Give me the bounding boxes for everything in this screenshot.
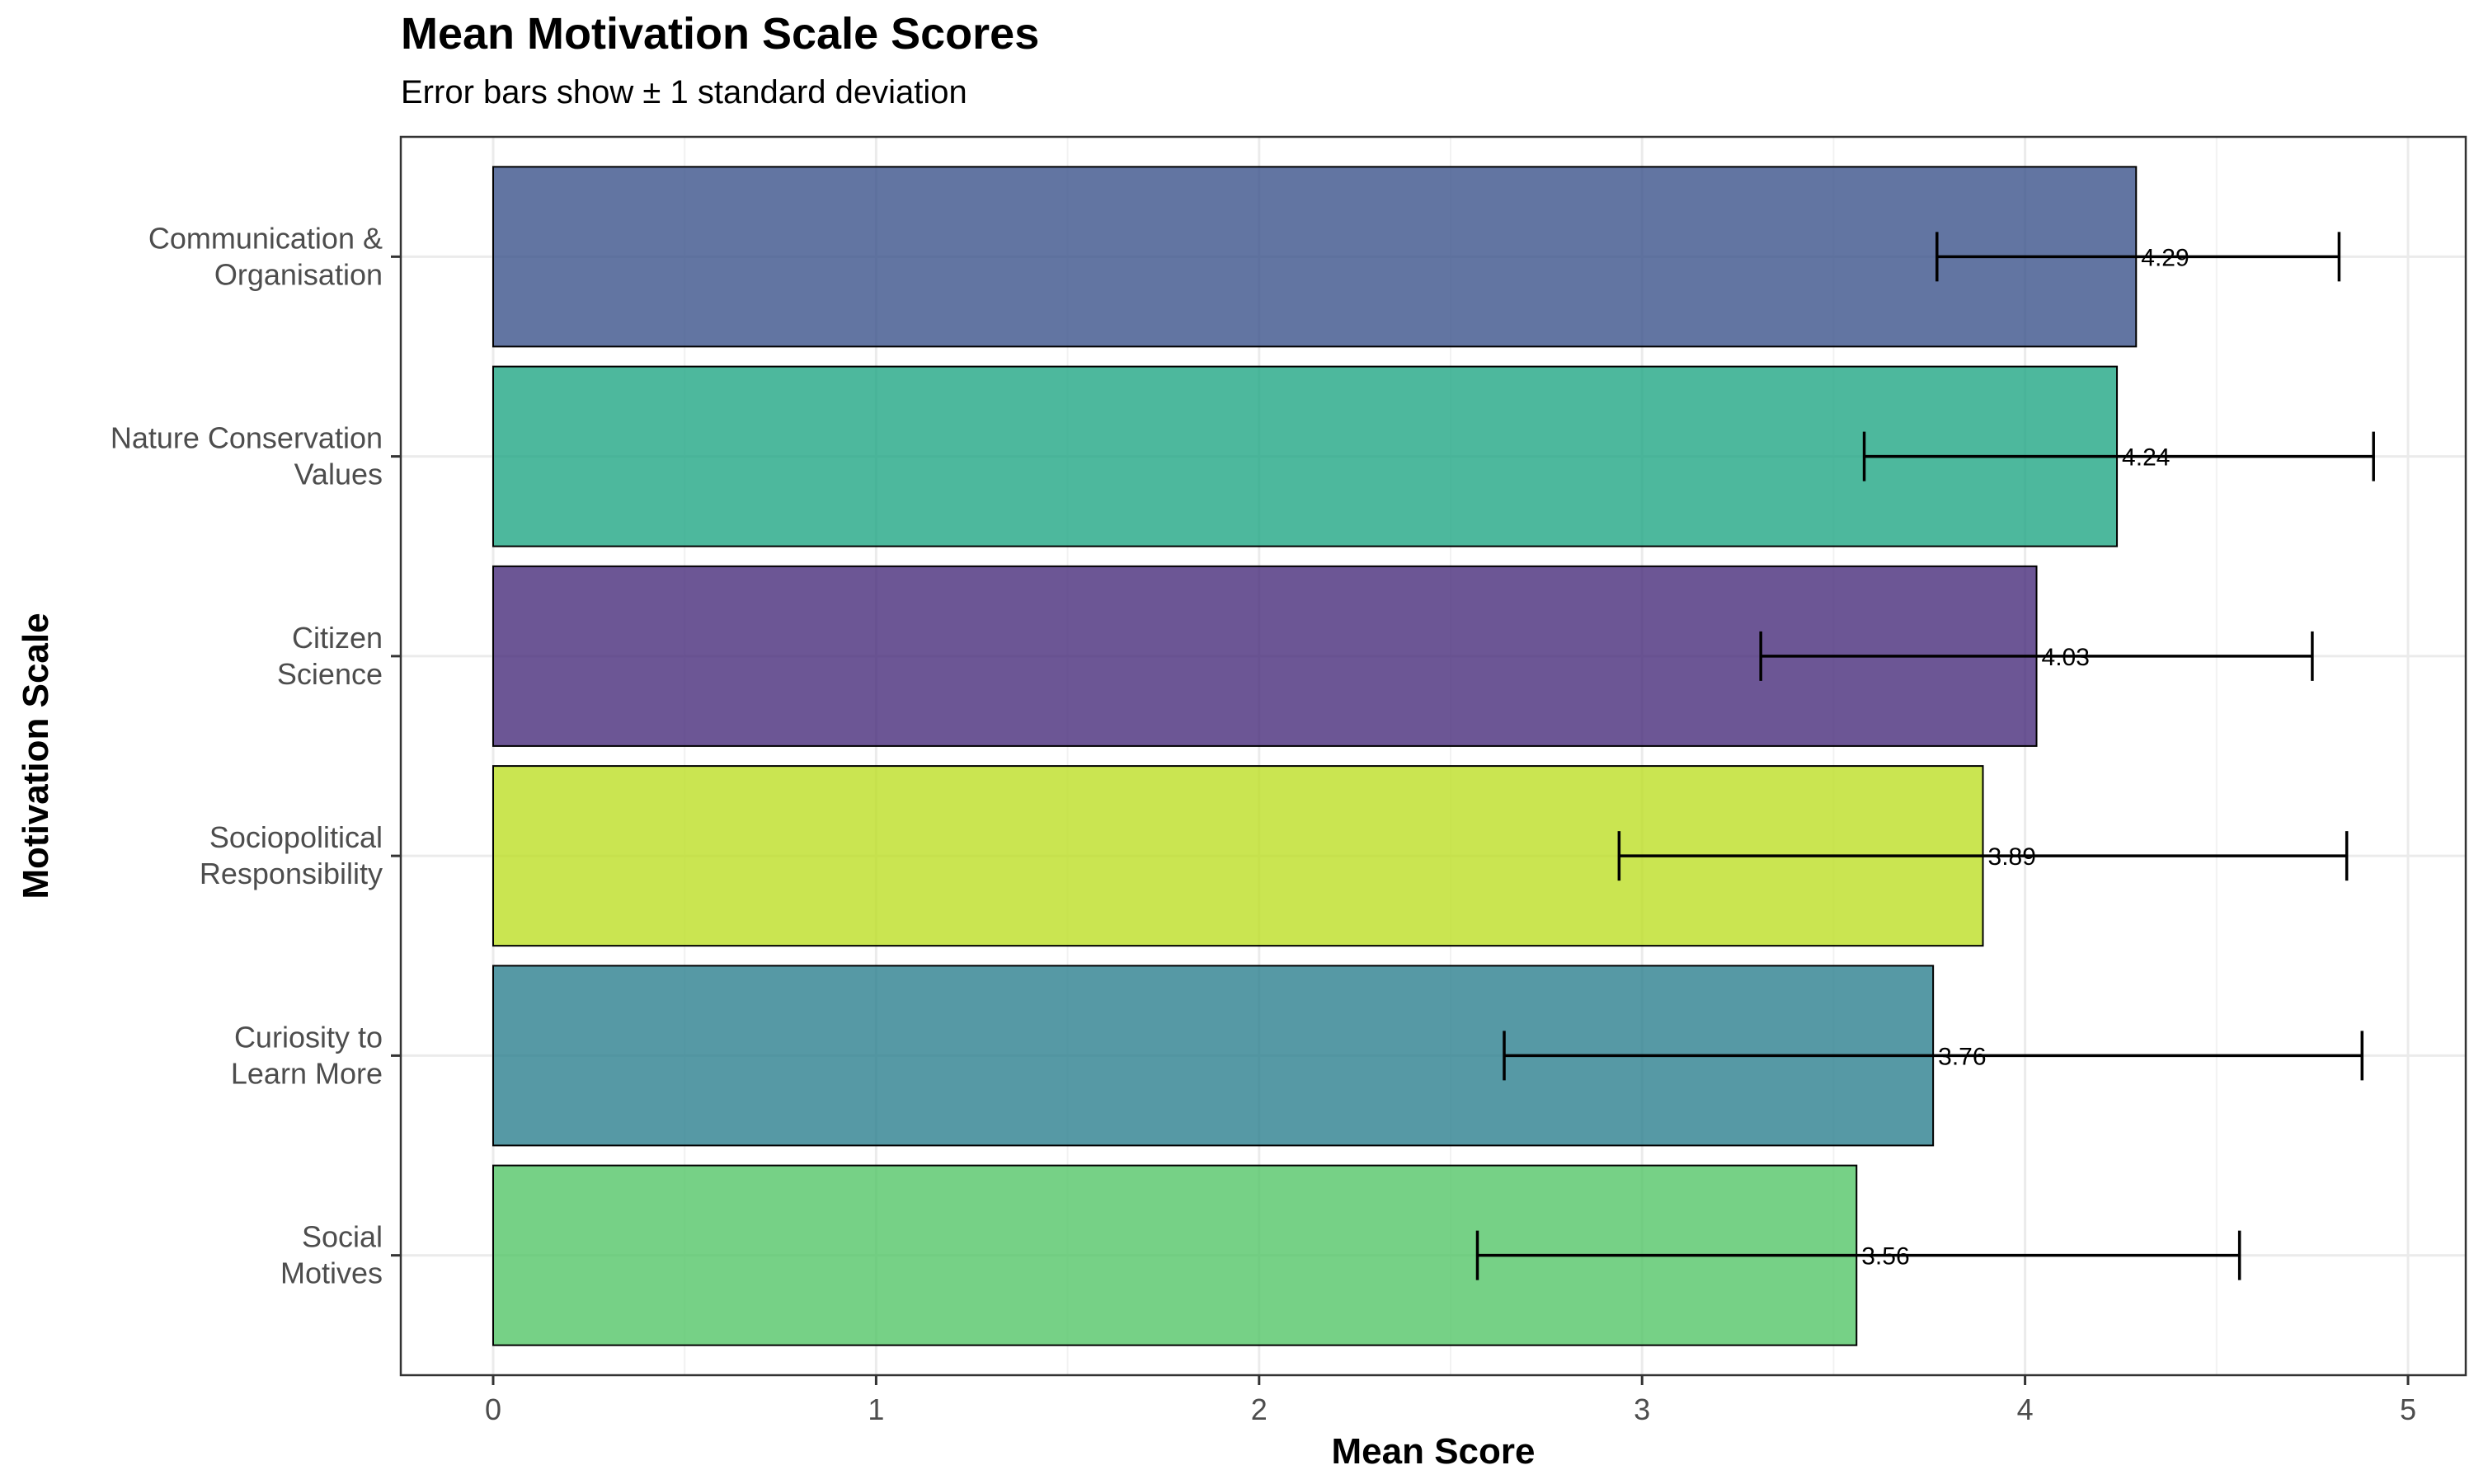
error-bars (1475, 232, 2375, 1280)
value-label: 4.03 (2042, 644, 2090, 671)
bar (492, 166, 2138, 348)
x-tick-label: 5 (2400, 1392, 2416, 1426)
value-label: 3.56 (1861, 1243, 1909, 1270)
bar (492, 365, 2119, 547)
value-label: 4.29 (2141, 244, 2189, 271)
y-axis-title: Motivation Scale (16, 613, 56, 899)
chart-subtitle: Error bars show ± 1 standard deviation (401, 74, 967, 110)
value-label: 3.76 (1938, 1043, 1986, 1070)
chart-title: Mean Motivation Scale Scores (401, 9, 1040, 59)
x-tick-label: 3 (1634, 1392, 1650, 1426)
data-labels: 4.29 4.24 4.03 3.89 3.76 3.56 (1861, 244, 2189, 1270)
x-tick-label: 0 (485, 1392, 501, 1426)
x-tick-label: 1 (868, 1392, 884, 1426)
y-tick-label: Communication & Organisation (148, 221, 383, 291)
axes: Communication & Organisation Nature Conser… (111, 135, 2467, 1426)
x-tick-label: 2 (1251, 1392, 1268, 1426)
y-tick-label: Curiosity to Learn More (231, 1020, 383, 1090)
plot-border (399, 135, 2467, 1377)
y-tick-label: Nature Conservation Values (111, 421, 383, 491)
x-tick-label: 4 (2017, 1392, 2034, 1426)
value-label: 3.89 (1988, 843, 2036, 871)
value-label: 4.24 (2122, 444, 2170, 472)
y-tick-label: Sociopolitical Responsibility (200, 820, 383, 890)
y-tick-label: Social Motives (280, 1220, 383, 1290)
y-tick-label: Citizen Science (277, 621, 383, 691)
x-axis-title: Mean Score (1332, 1431, 1536, 1472)
